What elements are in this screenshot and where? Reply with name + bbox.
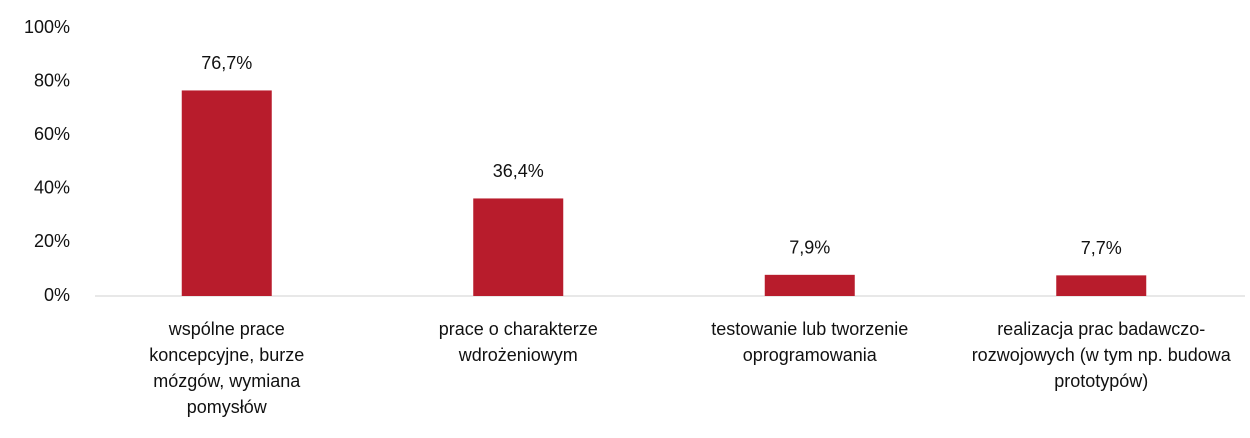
bar	[181, 90, 272, 296]
y-tick-label: 0%	[44, 285, 70, 305]
value-label: 36,4%	[493, 161, 544, 181]
y-tick-label: 100%	[24, 17, 70, 37]
value-label: 7,9%	[789, 238, 830, 258]
bar	[764, 274, 855, 296]
bar	[473, 198, 564, 296]
x-tick-label: testowanie lub tworzenie oprogramowania	[711, 319, 909, 365]
y-tick-label: 80%	[34, 70, 70, 90]
bar	[1056, 275, 1147, 296]
value-label: 7,7%	[1081, 238, 1122, 258]
y-tick-label: 40%	[34, 178, 70, 198]
y-tick-label: 20%	[34, 231, 70, 251]
y-tick-label: 60%	[34, 124, 70, 144]
x-tick-label: wspólne prace koncepcyjne, burze mózgów,…	[149, 319, 305, 417]
value-label: 76,7%	[201, 53, 252, 73]
x-tick-label: realizacja prac badawczo-rozwojowych (w …	[971, 319, 1231, 391]
x-tick-label: prace o charakterze wdrożeniowym	[438, 319, 598, 365]
